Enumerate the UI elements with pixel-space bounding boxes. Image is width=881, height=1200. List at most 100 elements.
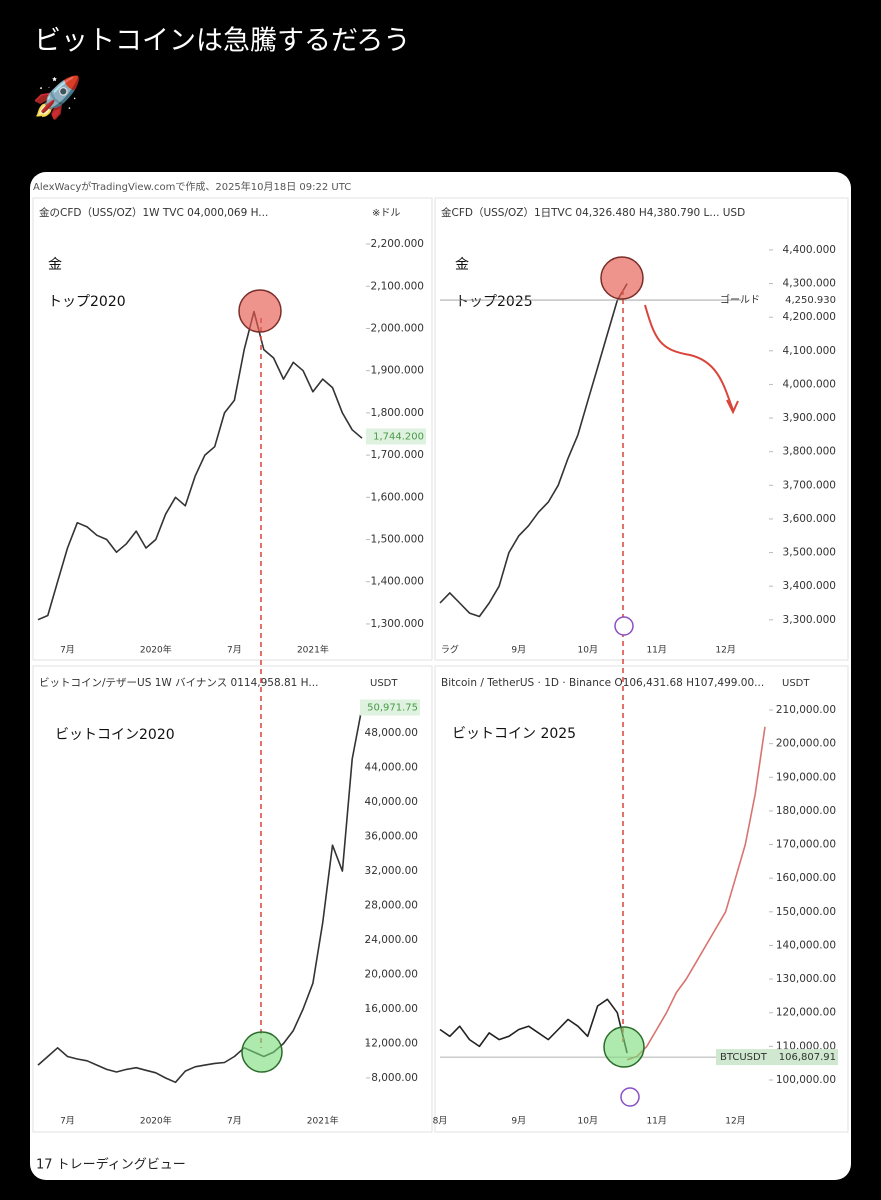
unit-label: USDT — [782, 678, 810, 689]
price-tag-box — [366, 428, 426, 445]
overlay — [238, 256, 739, 1107]
x-tick-label: 2020年 — [140, 1115, 172, 1127]
price-tag-box — [360, 699, 420, 716]
price-tag-label: 1,744.200 — [373, 431, 424, 442]
y-tick-label: 44,000.00 — [365, 762, 418, 774]
y-tick-label: 170,000.00 — [776, 839, 836, 851]
x-tick-label: 10月 — [578, 645, 598, 656]
y-tick-label: 160,000.00 — [776, 872, 836, 884]
price-line — [439, 283, 628, 618]
panel-title: ビットコイン/テザーUS 1W バイナンス 0114,958.81 H... — [39, 677, 318, 689]
y-tick-label: 40,000.00 — [365, 796, 418, 808]
y-tick-label: 48,000.00 — [365, 727, 418, 739]
arrow-head — [726, 399, 739, 415]
unit-label: ※ドル — [372, 208, 400, 219]
x-tick-label: 8月 — [433, 1116, 448, 1127]
annotation: 金 — [455, 257, 469, 273]
post-text: ビットコインは急騰するだろう — [34, 26, 410, 57]
annotation: トップ2020 — [48, 294, 126, 310]
y-tick-label: 3,800.000 — [783, 446, 836, 458]
y-tick-label: 20,000.00 — [365, 969, 418, 981]
y-tick-label: 3,500.000 — [783, 547, 836, 559]
annotation: トップ2025 — [455, 294, 533, 310]
x-tick-label: 2021年 — [307, 1115, 339, 1127]
y-tick-label: 36,000.00 — [365, 831, 418, 843]
y-tick-label: 16,000.00 — [365, 1003, 418, 1015]
y-tick-label: 100,000.00 — [776, 1074, 836, 1086]
price-line — [37, 707, 363, 1084]
x-tick-label: 10月 — [578, 1116, 598, 1127]
x-tick-label: ラグ — [441, 644, 459, 656]
credit: AlexWacyがTradingView.comで作成、2025年10月18日 … — [33, 180, 351, 193]
event-icon — [614, 616, 634, 636]
highlight-circle — [238, 289, 282, 333]
x-tick-label: 7月 — [227, 645, 242, 656]
y-tick-label: 4,200.000 — [783, 311, 836, 323]
y-tick-label: 2,100.000 — [371, 280, 424, 292]
x-tick-label: 7月 — [60, 1116, 75, 1127]
x-tick-label: 12月 — [715, 645, 735, 656]
unit-label: USDT — [370, 678, 398, 689]
y-tick-label: 130,000.00 — [776, 973, 836, 985]
price-line — [626, 726, 766, 1061]
y-tick-label: 140,000.00 — [776, 939, 836, 951]
y-tick-label: 1,700.000 — [371, 449, 424, 461]
y-tick-label: 210,000.00 — [776, 704, 836, 716]
highlight-circle — [603, 1026, 645, 1068]
y-tick-label: 3,900.000 — [783, 412, 836, 424]
y-tick-label: 1,500.000 — [371, 534, 424, 546]
panel — [32, 197, 433, 661]
panel-title: Bitcoin / TetherUS · 1D · Binance O106,4… — [441, 677, 764, 689]
y-tick-label: 3,700.000 — [783, 479, 836, 491]
y-tick-label: 1,600.000 — [371, 491, 424, 503]
price-tag-name: ゴールド — [720, 293, 760, 306]
price-tag-label: 106,807.91 — [779, 1052, 836, 1063]
y-tick-label: 150,000.00 — [776, 906, 836, 918]
y-tick-label: 2,000.000 — [371, 322, 424, 334]
y-tick-label: 180,000.00 — [776, 805, 836, 817]
post-emoji: 🚀 — [32, 74, 82, 121]
x-tick-label: 11月 — [646, 645, 666, 656]
y-tick-label: 1,800.000 — [371, 407, 424, 419]
y-tick-label: 4,100.000 — [783, 345, 836, 357]
y-tick-label: 4,300.000 — [783, 278, 836, 290]
x-tick-label: 2021年 — [297, 644, 329, 656]
y-tick-label: 2,200.000 — [371, 238, 424, 250]
y-tick-label: 120,000.00 — [776, 1007, 836, 1019]
y-tick-label: 32,000.00 — [365, 865, 418, 877]
y-tick-label: 4,400.000 — [783, 244, 836, 256]
highlight-circle — [241, 1031, 283, 1073]
price-tag-name: BTCUSDT — [720, 1052, 768, 1063]
price-line — [37, 310, 363, 621]
y-tick-label: 3,400.000 — [783, 580, 836, 592]
x-tick-label: 12月 — [725, 1116, 745, 1127]
price-line — [439, 998, 628, 1054]
price-tag-label: 4,250.930 — [785, 295, 836, 306]
forecast-arrow — [644, 304, 734, 411]
x-tick-label: 9月 — [511, 645, 526, 656]
y-tick-label: 190,000.00 — [776, 771, 836, 783]
annotation: ビットコイン2020 — [55, 727, 175, 743]
event-icon — [620, 1087, 640, 1107]
panel-title: 金CFD（USS/OZ）1日TVC 04,326.480 H4,380.790 … — [441, 206, 745, 219]
price-tag-label: 50,971.75 — [367, 702, 418, 713]
y-tick-label: 8,000.00 — [371, 1072, 418, 1084]
y-tick-label: 28,000.00 — [365, 900, 418, 912]
y-tick-label: 1,900.000 — [371, 365, 424, 377]
y-tick-label: 3,300.000 — [783, 614, 836, 626]
y-tick-label: 1,400.000 — [371, 576, 424, 588]
y-tick-label: 3,600.000 — [783, 513, 836, 525]
x-tick-label: 11月 — [646, 1116, 666, 1127]
y-tick-label: 4,000.000 — [783, 378, 836, 390]
annotation: 金 — [48, 257, 62, 273]
panel-title: 金のCFD（USS/OZ）1W TVC 04,000,069 H... — [39, 206, 268, 219]
highlight-circle — [600, 256, 644, 300]
x-tick-label: 7月 — [227, 1116, 242, 1127]
x-tick-label: 2020年 — [140, 644, 172, 656]
panel — [32, 665, 433, 1133]
x-tick-label: 9月 — [511, 1116, 526, 1127]
annotation: ビットコイン 2025 — [452, 726, 576, 742]
price-tag-box — [716, 1049, 838, 1066]
y-tick-label: 1,300.000 — [371, 618, 424, 630]
